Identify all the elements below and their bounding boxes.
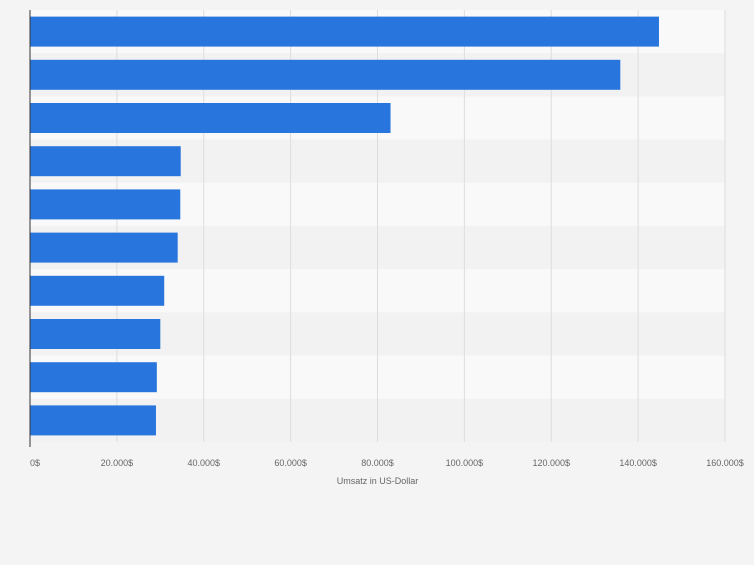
x-tick-label: 120.000$ xyxy=(532,458,570,468)
bar xyxy=(30,16,659,47)
x-tick-label: 40.000$ xyxy=(187,458,220,468)
bar xyxy=(30,146,181,177)
bar xyxy=(30,319,161,349)
x-tick-label: 0$ xyxy=(30,458,40,468)
x-tick-label: 80.000$ xyxy=(361,458,394,468)
x-tick-label: 160.000$ xyxy=(706,458,744,468)
bar xyxy=(30,103,391,133)
bars xyxy=(30,16,659,436)
bar xyxy=(30,275,165,306)
x-tick-label: 60.000$ xyxy=(274,458,307,468)
bar xyxy=(30,362,157,393)
x-tick-label: 100.000$ xyxy=(446,458,484,468)
bar xyxy=(30,232,178,263)
x-tick-label: 140.000$ xyxy=(619,458,657,468)
x-tick-label: 20.000$ xyxy=(101,458,134,468)
bar xyxy=(30,189,181,220)
bar xyxy=(30,405,156,436)
x-axis-ticks: 0$ 20.000$ 40.000$ 60.000$ 80.000$ 100.000$ 12… xyxy=(30,458,744,468)
bar xyxy=(30,59,621,90)
x-axis-title: Umsatz in US-Dollar xyxy=(337,476,419,486)
